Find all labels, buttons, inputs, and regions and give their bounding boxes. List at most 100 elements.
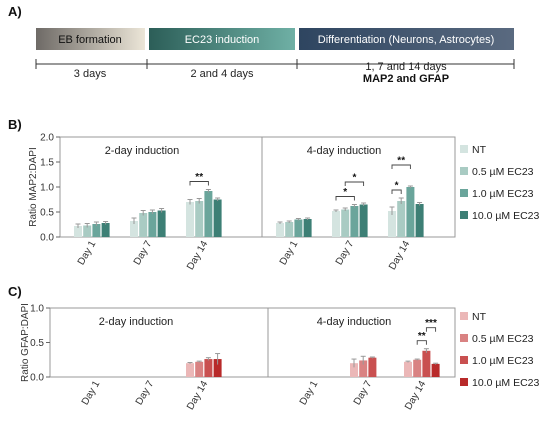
bar [148, 212, 157, 237]
bar [397, 201, 406, 237]
legend-swatch [460, 356, 468, 364]
y-tick-label: 0.5 [40, 208, 54, 219]
legend-swatch [460, 211, 468, 219]
stage-label-differentiation: Differentiation (Neurons, Astrocytes) [318, 34, 494, 46]
bar [139, 213, 148, 237]
x-tick-label: Day 14 [185, 239, 211, 272]
bar [431, 363, 440, 377]
y-tick-label: 1.5 [40, 158, 54, 169]
y-tick-label: 1.0 [40, 183, 54, 194]
significance-label: *** [425, 318, 437, 329]
significance-bracket [425, 327, 437, 332]
significance-label: * [352, 173, 356, 184]
legend-label: 1.0 µM EC23 [472, 355, 534, 367]
significance-bracket [416, 340, 427, 345]
duration-induction: 2 and 4 days [191, 68, 254, 80]
bar [359, 204, 368, 237]
legend-swatch [460, 312, 468, 320]
legend-label: NT [472, 144, 487, 156]
bar [276, 223, 284, 237]
legend-swatch [460, 378, 468, 386]
y-tick-label: 0.0 [30, 373, 44, 384]
legend-label: 10.0 µM EC23 [472, 210, 539, 222]
subplot-title: 2-day induction [99, 316, 174, 328]
bar [92, 224, 101, 237]
subplot-title: 4-day induction [307, 145, 382, 157]
stage-ec23-induction [149, 28, 295, 50]
subplot-title: 4-day induction [317, 316, 392, 328]
legend-label: 0.5 µM EC23 [472, 166, 534, 178]
bar [368, 357, 377, 377]
significance-label: * [395, 181, 399, 192]
bar [213, 199, 222, 237]
bar [157, 210, 166, 237]
x-tick-label: Day 7 [334, 239, 357, 268]
y-tick-label: 0.5 [30, 338, 44, 349]
x-tick-label: Day 14 [185, 379, 211, 412]
panel-letter-a: A) [8, 4, 22, 19]
bar [186, 202, 194, 237]
stage-differentiation [299, 28, 514, 50]
marker-label: MAP2 and GFAP [363, 73, 449, 85]
x-tick-label: Day 1 [76, 239, 99, 268]
bar [130, 221, 138, 237]
y-tick-label: 2.0 [40, 133, 54, 144]
legend-swatch [460, 189, 468, 197]
bar [404, 361, 412, 377]
bar [204, 191, 213, 237]
bar [341, 209, 350, 237]
timeline: EB formation EC23 induction Differentiat… [35, 28, 515, 85]
bar [195, 201, 204, 237]
bar [294, 219, 303, 237]
y-tick-label: 0.0 [40, 233, 54, 244]
duration-eb: 3 days [74, 68, 107, 80]
legend-swatch [460, 167, 468, 175]
significance-bracket [391, 189, 402, 194]
legend-label: NT [472, 311, 487, 323]
y-axis-label: Ratio GFAP:DAPI [20, 303, 31, 382]
significance-bracket [344, 181, 365, 186]
significance-bracket [335, 196, 355, 201]
bar [83, 225, 92, 237]
legend-swatch [460, 334, 468, 342]
subplot-title: 2-day induction [105, 145, 180, 157]
stage-label-ec23-induction: EC23 induction [185, 34, 260, 46]
bar [350, 206, 359, 237]
bar [74, 226, 82, 237]
significance-bracket [189, 181, 209, 186]
significance-label: ** [418, 331, 426, 342]
bar [213, 359, 222, 377]
legend-swatch [460, 145, 468, 153]
x-tick-label: Day 14 [387, 239, 413, 272]
panel-letter-b: B) [8, 117, 22, 132]
bar [406, 187, 415, 237]
bar [195, 361, 204, 377]
duration-differentiation: 1, 7 and 14 days [365, 61, 447, 73]
significance-bracket [391, 164, 411, 169]
x-tick-label: Day 1 [298, 379, 321, 408]
bar [422, 350, 431, 377]
y-tick-label: 1.0 [30, 304, 44, 315]
bar [350, 363, 358, 377]
bar [186, 363, 194, 377]
bar [101, 223, 110, 237]
x-tick-label: Day 1 [278, 239, 301, 268]
legend-label: 1.0 µM EC23 [472, 188, 534, 200]
significance-label: ** [397, 156, 405, 167]
y-axis-label: Ratio MAP2:DAPI [28, 147, 39, 226]
stage-eb-formation [36, 28, 145, 50]
x-tick-label: Day 7 [132, 239, 155, 268]
bar [388, 211, 396, 237]
bar [413, 359, 422, 377]
bar [285, 222, 294, 237]
bar [332, 211, 340, 237]
bar [303, 219, 312, 237]
stage-label-eb-formation: EB formation [58, 34, 122, 46]
bar [204, 359, 213, 377]
significance-label: ** [195, 172, 203, 183]
x-tick-label: Day 1 [80, 379, 103, 408]
bar [359, 360, 368, 377]
